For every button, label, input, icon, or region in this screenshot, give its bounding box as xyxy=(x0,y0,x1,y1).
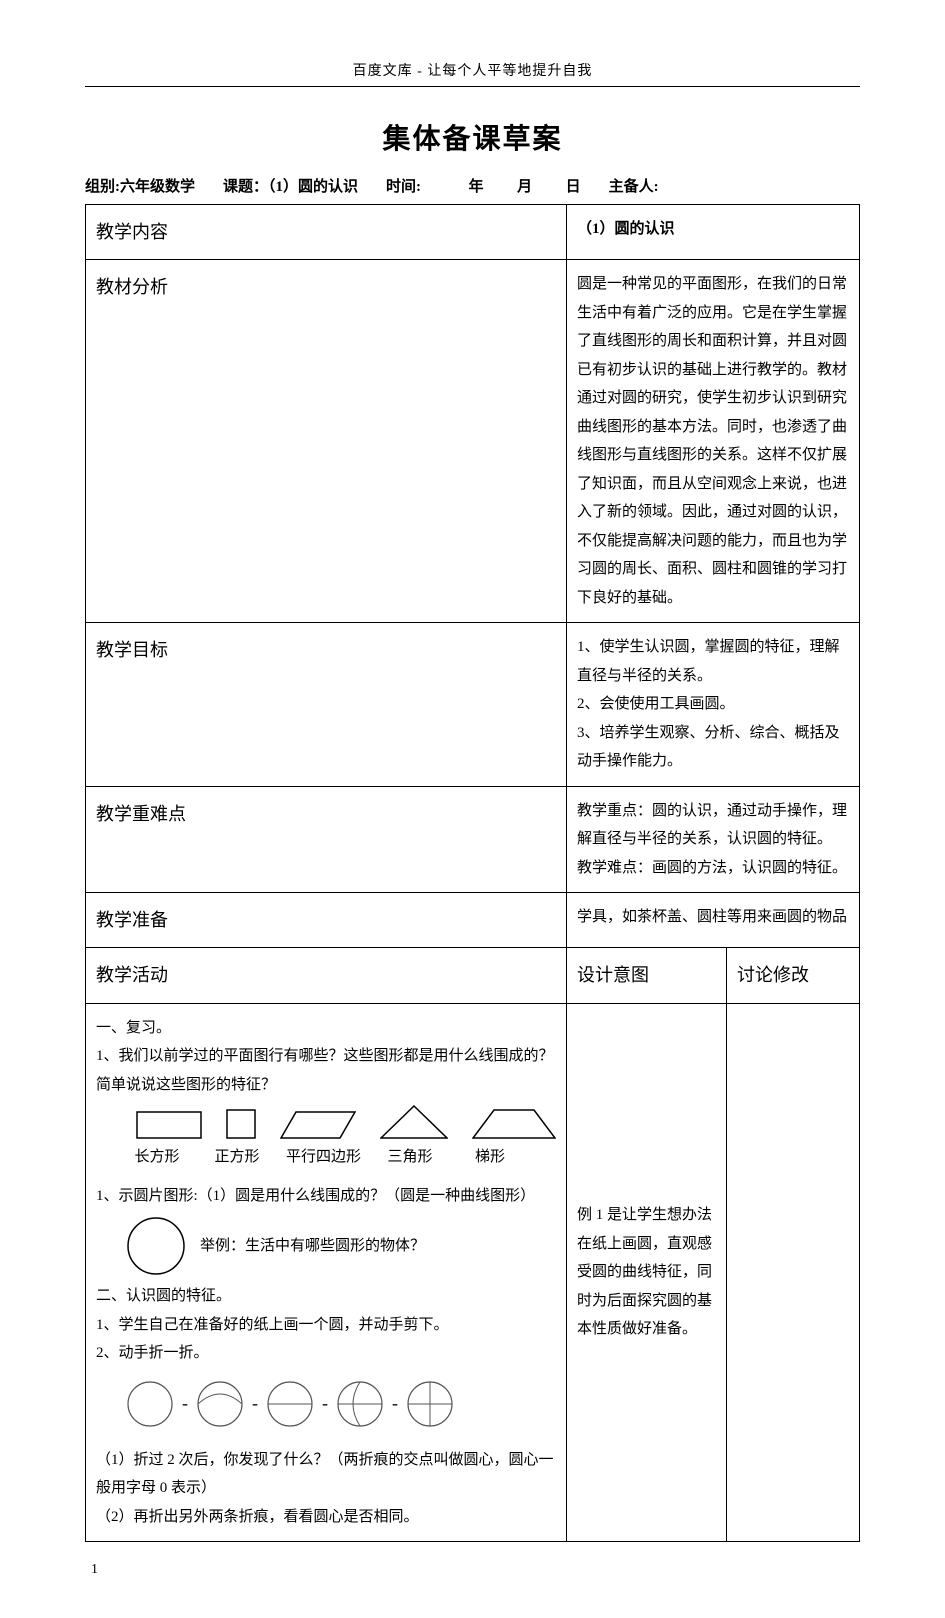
table-row: 教学重难点 教学重点：圆的认识，通过动手操作，理解直径与半径的关系，认识圆的特征… xyxy=(86,786,860,893)
page-number: 1 xyxy=(85,1562,860,1578)
activity-2-1: 1、学生自己在准备好的纸上画一个圆，并动手剪下。 xyxy=(96,1311,556,1340)
goal-value: 1、使学生认识圆，掌握圆的特征，理解直径与半径的关系。 2、会使使用工具画圆。 … xyxy=(567,623,860,787)
label-trap: 梯形 xyxy=(459,1143,521,1172)
activity-section-2: 二、认识圆的特征。 xyxy=(96,1282,556,1311)
activity-q2: 1、示圆片图形:（1）圆是用什么线围成的？（圆是一种曲线图形） xyxy=(96,1182,556,1211)
square-icon xyxy=(226,1109,256,1139)
label-para: 平行四边形 xyxy=(286,1143,361,1172)
topic-value: （1）圆的认识 xyxy=(268,179,358,195)
label-tri: 三角形 xyxy=(379,1143,441,1172)
activity-label: 教学活动 xyxy=(86,948,567,1003)
fold-circle-3 xyxy=(266,1380,314,1428)
group-value: 六年级数学 xyxy=(120,179,195,195)
prep-label: 教学准备 xyxy=(86,893,567,948)
preparer-label: 主备人: xyxy=(609,179,659,195)
shape-labels: 长方形 正方形 平行四边形 三角形 梯形 xyxy=(126,1143,556,1172)
rectangle-icon xyxy=(136,1111,202,1139)
label-square: 正方形 xyxy=(206,1143,268,1172)
discuss-cell xyxy=(727,1003,860,1542)
activity-fold-1: （1）折过 2 次后，你发现了什么？（两折痕的交点叫做圆心，圆心一般用字母 0 … xyxy=(96,1446,556,1503)
difficulty-2: 教学难点：画圆的方法，认识圆的特征。 xyxy=(577,854,849,883)
lesson-plan-table: 教学内容 （1）圆的认识 教材分析 圆是一种常见的平面图形，在我们的日常生活中有… xyxy=(85,204,860,1542)
circle-icon xyxy=(126,1216,186,1276)
fold-circle-5 xyxy=(406,1380,454,1428)
table-row: 教学活动 设计意图 讨论修改 xyxy=(86,948,860,1003)
doc-header: 百度文库 - 让每个人平等地提升自我 xyxy=(85,60,860,87)
month-label: 月 xyxy=(517,179,532,195)
page-title: 集体备课草案 xyxy=(85,117,860,157)
prep-value: 学具，如茶杯盖、圆柱等用来画圆的物品 xyxy=(567,893,860,948)
intent-cell: 例 1 是让学生想办法在纸上画圆，直观感受圆的曲线特征，同时为后面探究圆的基本性… xyxy=(567,1003,727,1542)
table-row: 教材分析 圆是一种常见的平面图形，在我们的日常生活中有着广泛的应用。它是在学生掌… xyxy=(86,260,860,623)
activity-fold-2: （2）再折出另外两条折痕，看看圆心是否相同。 xyxy=(96,1503,556,1532)
analysis-label: 教材分析 xyxy=(86,260,567,623)
fold-circle-2 xyxy=(196,1380,244,1428)
content-value: （1）圆的认识 xyxy=(567,205,860,260)
dash-icon: - xyxy=(182,1386,188,1420)
day-label: 日 xyxy=(566,179,581,195)
topic-label: 课题： xyxy=(223,179,268,195)
fold-circle-4 xyxy=(336,1380,384,1428)
circle-example-text: 举例：生活中有哪些圆形的物体？ xyxy=(200,1232,425,1261)
difficulty-1: 教学重点：圆的认识，通过动手操作，理解直径与半径的关系，认识圆的特征。 xyxy=(577,797,849,854)
dash-icon: - xyxy=(252,1386,258,1420)
meta-row: 组别:六年级数学 课题：（1）圆的认识 时间: 年 月 日 主备人: xyxy=(85,175,860,196)
circle-example: 举例：生活中有哪些圆形的物体？ xyxy=(126,1216,556,1276)
activity-q1: 1、我们以前学过的平面图行有哪些？这些图形都是用什么线围成的？简单说说这些图形的… xyxy=(96,1042,556,1099)
label-rect: 长方形 xyxy=(126,1143,188,1172)
parallelogram-icon xyxy=(280,1111,356,1139)
table-row: 教学内容 （1）圆的认识 xyxy=(86,205,860,260)
table-row: 一、复习。 1、我们以前学过的平面图行有哪些？这些图形都是用什么线围成的？简单说… xyxy=(86,1003,860,1542)
activity-section-1: 一、复习。 xyxy=(96,1014,556,1043)
goal-1: 1、使学生认识圆，掌握圆的特征，理解直径与半径的关系。 xyxy=(577,633,849,690)
activity-2-2: 2、动手折一折。 xyxy=(96,1339,556,1368)
discuss-label: 讨论修改 xyxy=(727,948,860,1003)
activity-cell: 一、复习。 1、我们以前学过的平面图行有哪些？这些图形都是用什么线围成的？简单说… xyxy=(86,1003,567,1542)
fold-circle-1 xyxy=(126,1380,174,1428)
dash-icon: - xyxy=(322,1386,328,1420)
goal-label: 教学目标 xyxy=(86,623,567,787)
difficulty-value: 教学重点：圆的认识，通过动手操作，理解直径与半径的关系，认识圆的特征。 教学难点… xyxy=(567,786,860,893)
intent-label: 设计意图 xyxy=(567,948,727,1003)
goal-3: 3、培养学生观察、分析、综合、概括及动手操作能力。 xyxy=(577,719,849,776)
goal-2: 2、会使使用工具画圆。 xyxy=(577,690,849,719)
analysis-value: 圆是一种常见的平面图形，在我们的日常生活中有着广泛的应用。它是在学生掌握了直线图… xyxy=(567,260,860,623)
group-label: 组别: xyxy=(85,179,120,195)
year-label: 年 xyxy=(469,179,484,195)
dash-icon: - xyxy=(392,1386,398,1420)
triangle-icon xyxy=(380,1105,448,1139)
trapezoid-icon xyxy=(472,1109,556,1139)
difficulty-label: 教学重难点 xyxy=(86,786,567,893)
shapes-row xyxy=(136,1105,556,1139)
time-label: 时间: xyxy=(386,179,421,195)
fold-steps: - - - - xyxy=(126,1380,556,1428)
intent-p1: 例 1 是让学生想办法在纸上画圆，直观感受圆的曲线特征，同时为后面探究圆的基本性… xyxy=(577,1201,716,1344)
table-row: 教学准备 学具，如茶杯盖、圆柱等用来画圆的物品 xyxy=(86,893,860,948)
content-label: 教学内容 xyxy=(86,205,567,260)
table-row: 教学目标 1、使学生认识圆，掌握圆的特征，理解直径与半径的关系。 2、会使使用工… xyxy=(86,623,860,787)
